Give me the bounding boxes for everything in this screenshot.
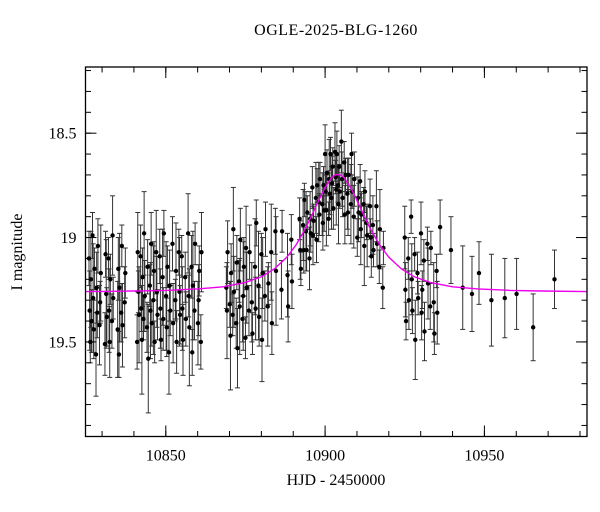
y-tick-label: 18.5 <box>49 126 77 143</box>
x-tick-label: 10900 <box>305 448 345 465</box>
plot-frame <box>84 66 588 438</box>
y-tick-label: 19.5 <box>49 334 77 351</box>
x-tick-label: 10850 <box>146 448 186 465</box>
x-tick-label: 10950 <box>464 448 504 465</box>
plot-title: OGLE-2025-BLG-1260 <box>254 22 418 39</box>
error-bars <box>86 109 558 414</box>
data-points <box>86 139 557 361</box>
y-tick-label: 19 <box>61 230 77 247</box>
axis-ticks <box>85 67 587 437</box>
model-curve <box>86 173 587 293</box>
x-axis-label: HJD - 2450000 <box>286 472 386 489</box>
